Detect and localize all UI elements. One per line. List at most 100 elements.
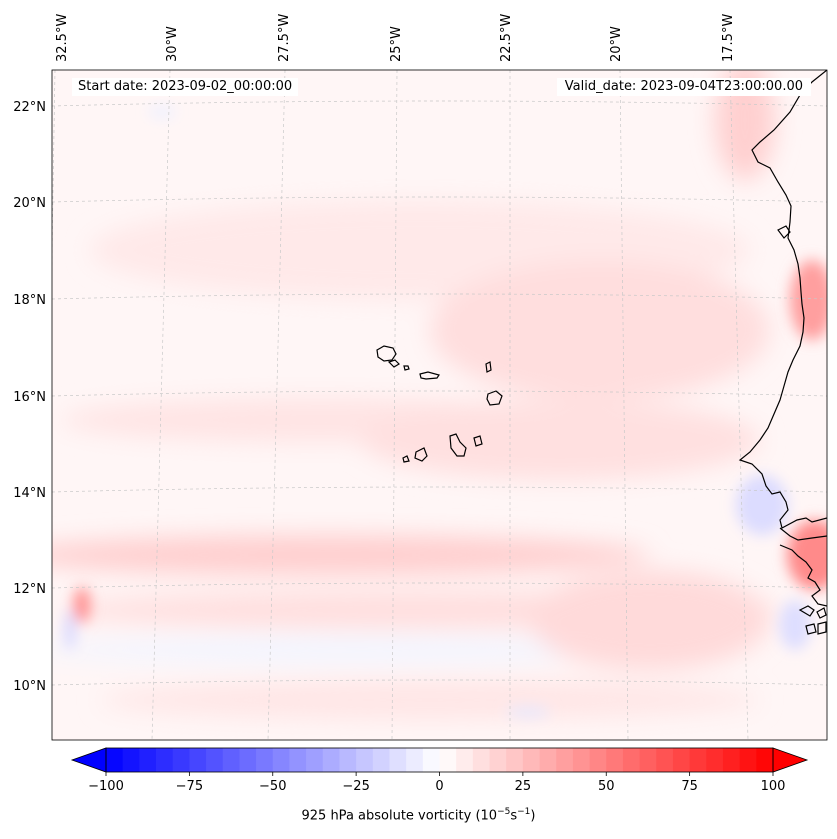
colorbar-swatch: [389, 748, 407, 772]
colorbar-swatch: [306, 748, 324, 772]
colorbar-swatch: [339, 748, 357, 772]
parallel: [52, 293, 827, 300]
colorbar-swatch: [622, 748, 640, 772]
parallel: [52, 582, 827, 589]
colorbar-swatch: [272, 748, 290, 772]
colorbar-tick-label: 50: [598, 779, 615, 794]
lon-label: 32.5°W: [55, 14, 70, 62]
lon-label: 20°W: [609, 26, 624, 62]
colorbar-tick-label: 100: [761, 779, 786, 794]
colorbar-label-prefix: 925 hPa absolute vorticity (10: [301, 808, 498, 824]
vorticity-patch: [52, 535, 650, 575]
africa-coast: [738, 70, 827, 529]
colorbar-swatch: [139, 748, 157, 772]
lat-label: 10°N: [13, 679, 46, 694]
colorbar-swatch: [722, 748, 741, 772]
colorbar-extend-high: [772, 747, 809, 773]
start-date-label: Start date: 2023-09-02_00:00:00: [72, 78, 299, 96]
colorbar-label-exp1: −5: [497, 807, 511, 817]
vorticity-min: [506, 707, 550, 717]
vorticity-min: [64, 610, 76, 650]
santiago-island: [449, 433, 467, 457]
colorbar-swatch: [606, 748, 624, 772]
africa-coast: [779, 544, 827, 607]
brava-island: [402, 455, 410, 463]
colorbar-swatch: [239, 748, 257, 772]
colorbar-swatch: [206, 748, 224, 772]
bijagos-island: [816, 607, 827, 619]
meridian: [729, 70, 749, 740]
colorbar-extend-low: [70, 747, 107, 773]
sao-vicente-island: [387, 359, 400, 368]
parallel: [52, 390, 827, 397]
meridian: [151, 70, 171, 740]
parallel: [52, 196, 827, 203]
colorbar: −100 −75 −50 −25 0 25 50 75 100: [70, 747, 809, 794]
colorbar-tick-label: 75: [681, 779, 698, 794]
bijagos-island: [798, 605, 815, 617]
colorbar-swatch: [572, 748, 590, 772]
coastal-island: [777, 225, 791, 239]
bijagos-island: [805, 623, 817, 635]
colorbar-swatch: [639, 748, 657, 772]
lat-label: 12°N: [13, 582, 46, 597]
colorbar-tick-label: −75: [176, 779, 203, 794]
lon-label: 22.5°W: [499, 14, 514, 62]
colorbar-swatch: [422, 748, 440, 772]
colorbar-swatch: [322, 748, 340, 772]
vorticity-max: [74, 587, 90, 623]
lat-label: 16°N: [13, 390, 46, 405]
colorbar-tick-label: −50: [259, 779, 286, 794]
lat-label: 20°N: [13, 196, 46, 211]
vorticity-patch: [360, 400, 760, 480]
sao-nicolau-island: [419, 371, 440, 380]
colorbar-label: 925 hPa absolute vorticity (10−5s−1): [0, 807, 837, 823]
lat-label: 22°N: [13, 100, 46, 115]
colorbar-swatch: [189, 748, 207, 772]
vorticity-min: [736, 475, 788, 535]
colorbar-tick-label: 0: [435, 779, 443, 794]
gridlines: [52, 70, 827, 740]
colorbar-swatch: [506, 748, 524, 772]
colorbar-swatch: [489, 748, 507, 772]
colorbar-swatch: [106, 748, 124, 772]
colorbar-tick-label: 25: [515, 779, 532, 794]
parallel: [52, 100, 827, 107]
vorticity-patch: [715, 70, 775, 180]
valid-date-label: Valid_date: 2023-09-04T23:00:00.00: [556, 78, 811, 96]
santa-luzia-island: [403, 365, 410, 371]
gambia-river: [779, 527, 827, 541]
map-frame: [51, 69, 828, 741]
coastlines: [376, 70, 827, 635]
santo-antao-island: [376, 345, 397, 362]
vorticity-patch: [52, 636, 630, 664]
bijagos-island: [817, 621, 827, 635]
vorticity-patch: [530, 570, 770, 670]
colorbar-swatch: [122, 748, 140, 772]
colorbar-swatches: [106, 748, 774, 772]
colorbar-swatch: [706, 748, 724, 772]
lon-label: 30°W: [165, 26, 180, 62]
colorbar-swatch: [439, 748, 457, 772]
colorbar-swatch: [406, 748, 424, 772]
colorbar-label-suffix: ): [530, 808, 536, 824]
boa-vista-island: [486, 390, 503, 406]
vorticity-max: [790, 260, 827, 340]
colorbar-swatch: [556, 748, 574, 772]
lon-label: 17.5°W: [721, 14, 736, 62]
lat-label: 18°N: [13, 293, 46, 308]
longitude-labels: 32.5°W 30°W 27.5°W 25°W 22.5°W 20°W 17.5…: [55, 14, 736, 62]
vorticity-patch: [100, 680, 760, 720]
colorbar-swatch: [156, 748, 174, 772]
colorbar-label-mid: s: [510, 808, 518, 824]
colorbar-ticks: −100 −75 −50 −25 0 25 50 75 100: [88, 772, 785, 794]
map-panel: [51, 69, 828, 741]
colorbar-swatch: [222, 748, 240, 772]
fogo-island: [414, 447, 428, 462]
colorbar-swatch: [456, 748, 474, 772]
colorbar-swatch: [539, 748, 557, 772]
meridian: [391, 70, 398, 740]
parallel: [52, 679, 827, 686]
meridian: [267, 70, 286, 740]
